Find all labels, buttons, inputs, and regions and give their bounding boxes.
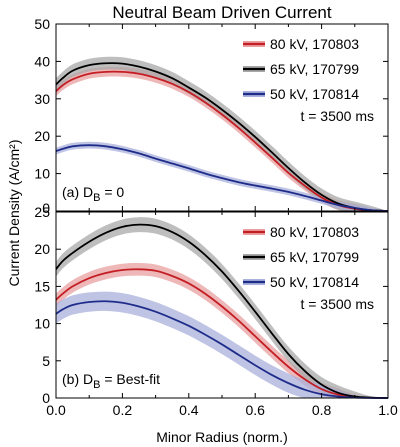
series-line-a-3 bbox=[55, 144, 389, 212]
y-tick-label-b: 25 bbox=[34, 204, 50, 220]
y-tick-label-b: 0 bbox=[42, 390, 50, 406]
y-axis-label: Current Density (A/cm²) bbox=[6, 139, 22, 286]
series-line-a-1 bbox=[55, 70, 389, 212]
x-axis-label: Minor Radius (norm.) bbox=[156, 429, 287, 445]
legend-label-b-1: 80 kV, 170803 bbox=[270, 224, 359, 240]
legend-label-a-1: 80 kV, 170803 bbox=[270, 36, 359, 52]
series-line-b-1 bbox=[55, 268, 389, 399]
y-tick-label-b: 20 bbox=[34, 241, 50, 257]
x-tick-label: 0.0 bbox=[46, 402, 66, 418]
y-tick-label-b: 15 bbox=[34, 278, 50, 294]
y-tick-label-a: 10 bbox=[34, 166, 50, 182]
uncertainty-band-b-1 bbox=[56, 262, 388, 399]
y-tick-label-a: 30 bbox=[34, 91, 50, 107]
legend-label-b-3: 50 kV, 170814 bbox=[270, 274, 359, 290]
x-tick-label: 0.4 bbox=[179, 402, 199, 418]
x-tick-label: 0.8 bbox=[312, 402, 332, 418]
series-line-a-2 bbox=[55, 62, 389, 212]
y-tick-label-a: 20 bbox=[34, 128, 50, 144]
uncertainty-band-b-2 bbox=[56, 217, 388, 399]
series-line-b-2 bbox=[55, 223, 389, 399]
y-tick-label-a: 40 bbox=[34, 53, 50, 69]
time-annotation-a: t = 3500 ms bbox=[300, 108, 374, 124]
x-tick-label: 0.6 bbox=[245, 402, 265, 418]
y-tick-label-a: 0 bbox=[42, 200, 50, 216]
panel-label-b: (b) DB = Best-fit bbox=[62, 371, 160, 391]
y-tick-label-b: 5 bbox=[42, 353, 50, 369]
x-tick-label: 1.0 bbox=[378, 402, 398, 418]
chart-title: Neutral Beam Driven Current bbox=[112, 3, 331, 22]
legend-label-a-3: 50 kV, 170814 bbox=[270, 86, 359, 102]
y-tick-label-b: 10 bbox=[34, 316, 50, 332]
series-line-b-3 bbox=[55, 300, 389, 399]
legend-label-a-2: 65 kV, 170799 bbox=[270, 61, 359, 77]
panel-a: 0 10 20 30 40 50 80 kV, 170803 65 kV, 170799 50 … bbox=[34, 16, 389, 216]
x-tick-label: 0.2 bbox=[113, 402, 133, 418]
uncertainty-band-a-3 bbox=[56, 141, 388, 212]
time-annotation-b: t = 3500 ms bbox=[300, 296, 374, 312]
y-tick-label-a: 50 bbox=[34, 16, 50, 32]
panel-label-a: (a) DB = 0 bbox=[62, 184, 124, 204]
panel-b: 0 5 10 15 20 25 0.0 0.2 0.4 0.6 0.8 1.0 80 kV, 17080… bbox=[34, 204, 398, 418]
legend-label-b-2: 65 kV, 170799 bbox=[270, 249, 359, 265]
